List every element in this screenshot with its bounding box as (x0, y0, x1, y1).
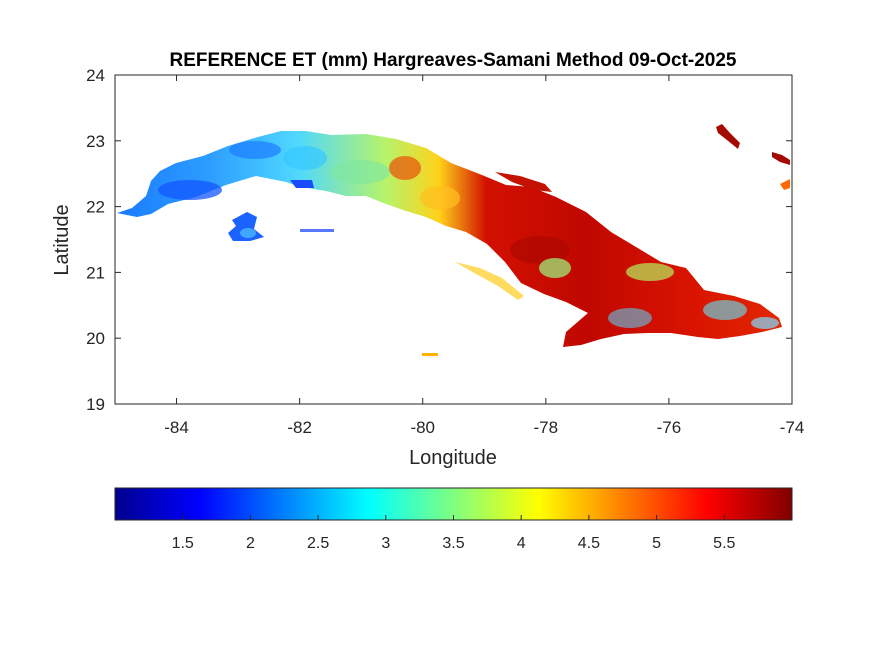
et-patch (330, 160, 390, 184)
cays-east-top (716, 124, 740, 149)
x-tick-label: -82 (287, 418, 312, 437)
cays-north-coast (495, 172, 552, 192)
colorbar-tick-label: 3 (381, 535, 390, 552)
et-patch (389, 156, 421, 180)
et-patch (539, 258, 571, 278)
cays-south-west (290, 180, 314, 188)
colorbar-tick-label: 5.5 (713, 535, 735, 552)
colorbar-tick-label: 2 (246, 535, 255, 552)
et-patch (703, 300, 747, 320)
x-tick-label: -78 (534, 418, 559, 437)
colorbar-tick-label: 5 (652, 535, 661, 552)
colorbar: 1.5 2 2.5 3 3.5 4 4.5 5 5.5 (114, 487, 793, 552)
et-patch (158, 180, 222, 200)
chart-title: REFERENCE ET (mm) Hargreaves-Samani Meth… (170, 50, 737, 71)
y-tick-label: 19 (86, 395, 105, 414)
colorbar-tick-label: 4.5 (578, 535, 600, 552)
x-tick-label: -84 (164, 418, 189, 437)
cuba-main-island (117, 131, 782, 347)
et-patch (420, 186, 460, 210)
et-patch (240, 228, 256, 238)
y-tick-label: 20 (86, 329, 105, 348)
colorbar-tick-label: 2.5 (307, 535, 329, 552)
axes-box (114, 74, 793, 405)
cays-south-dots (300, 229, 334, 232)
y-axis-label: Latitude (51, 204, 73, 275)
et-patch (626, 263, 674, 281)
y-tick-label: 22 (86, 198, 105, 217)
y-axis: 19 20 21 22 23 24 (86, 66, 792, 414)
et-patch (229, 141, 281, 159)
x-axis-label: Longitude (409, 447, 497, 469)
cays-south-center (422, 353, 438, 356)
colorbar-ticks: 1.5 2 2.5 3 3.5 4 4.5 5 5.5 (172, 515, 736, 552)
y-tick-label: 23 (86, 132, 105, 151)
y-tick-label: 21 (86, 263, 105, 282)
y-tick-label: 24 (86, 66, 105, 85)
cays-east-low (780, 179, 790, 190)
et-patch (283, 146, 327, 170)
x-axis: -84 -82 -80 -78 -76 -74 (164, 75, 804, 437)
colorbar-tick-label: 1.5 (172, 535, 194, 552)
x-tick-label: -80 (410, 418, 435, 437)
et-patch (608, 308, 652, 328)
x-tick-label: -74 (780, 418, 805, 437)
et-map-layer (117, 124, 790, 356)
cays-south-jardines (455, 262, 524, 300)
x-tick-label: -76 (657, 418, 682, 437)
et-patch (510, 236, 570, 264)
et-patch (751, 317, 779, 329)
colorbar-tick-label: 3.5 (442, 535, 464, 552)
cays-east-mid (772, 152, 790, 165)
colorbar-tick-label: 4 (517, 535, 526, 552)
